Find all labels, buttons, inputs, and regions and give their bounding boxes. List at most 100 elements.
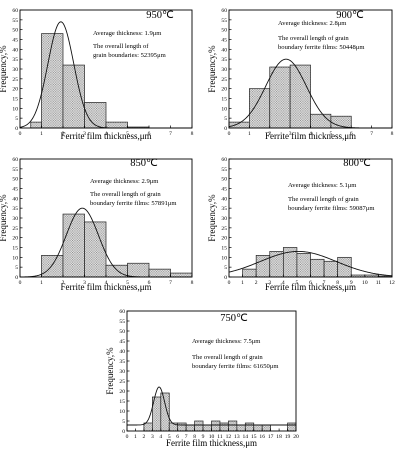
- x-axis-label: Ferrite film thickness,μm: [166, 438, 257, 448]
- temperature-label: 950℃: [146, 10, 174, 21]
- y-tick-label: 40: [12, 196, 18, 202]
- x-tick-label: 7: [370, 131, 373, 137]
- y-tick-label: 55: [12, 167, 18, 173]
- x-tick-label: 5: [329, 131, 332, 137]
- x-tick-label: 13: [234, 434, 240, 440]
- y-tick-label: 55: [221, 18, 227, 24]
- x-tick-label: 17: [268, 434, 274, 440]
- overall-length-label: grain boundaries: 52395μm: [93, 52, 167, 59]
- y-tick-label: 0: [122, 429, 125, 435]
- x-tick-label: 1: [40, 280, 43, 286]
- y-tick-label: 60: [12, 8, 18, 14]
- x-tick-label: 2: [62, 131, 65, 137]
- histogram-bar: [211, 420, 221, 432]
- x-tick-label: 4: [159, 434, 162, 440]
- x-tick-label: 11: [217, 434, 223, 440]
- overall-length-label: boundary ferrite films: 57891μm: [90, 200, 177, 207]
- x-tick-label: 3: [268, 280, 271, 286]
- temperature-label: 800℃: [343, 158, 371, 169]
- x-tick-label: 4: [105, 131, 108, 137]
- x-tick-label: 0: [19, 280, 22, 286]
- histogram-bar: [62, 213, 85, 278]
- x-tick-label: 6: [148, 280, 151, 286]
- overall-length-label: boundary ferrite films: 61650μm: [192, 363, 279, 370]
- y-axis-label: Frequency,%: [0, 45, 8, 93]
- x-tick-label: 2: [62, 280, 65, 286]
- x-tick-label: 9: [350, 280, 353, 286]
- x-tick-label: 1: [40, 131, 43, 137]
- x-tick-label: 14: [243, 434, 249, 440]
- x-tick-label: 1: [134, 434, 137, 440]
- histogram-bar: [105, 264, 128, 278]
- histogram-bar: [261, 424, 272, 432]
- y-tick-label: 50: [221, 28, 227, 34]
- histogram-bar: [236, 424, 246, 432]
- y-tick-label: 0: [224, 126, 227, 132]
- x-tick-label: 5: [296, 280, 299, 286]
- x-tick-label: 7: [169, 131, 172, 137]
- y-tick-label: 35: [119, 359, 125, 365]
- y-tick-label: 55: [119, 319, 125, 325]
- overall-length-label: The overall length of grain: [90, 191, 161, 198]
- overall-length-label: boundary ferrite films: 50448μm: [278, 44, 365, 51]
- average-thickness-label: Average thickness: 1.9μm: [93, 30, 162, 37]
- x-tick-label: 8: [336, 280, 339, 286]
- x-tick-label: 12: [389, 280, 395, 286]
- y-tick-label: 25: [119, 379, 125, 385]
- x-tick-label: 6: [309, 280, 312, 286]
- histogram-bar: [310, 258, 325, 278]
- y-tick-label: 20: [221, 236, 227, 242]
- y-tick-label: 25: [221, 226, 227, 232]
- temperature-label: 900℃: [336, 10, 364, 21]
- x-tick-label: 4: [105, 280, 108, 286]
- x-tick-label: 6: [350, 131, 353, 137]
- y-tick-label: 20: [221, 87, 227, 93]
- histogram-bar: [41, 255, 64, 278]
- y-tick-label: 30: [221, 216, 227, 222]
- x-tick-label: 8: [391, 131, 394, 137]
- x-tick-label: 4: [309, 131, 312, 137]
- x-tick-label: 12: [226, 434, 232, 440]
- x-tick-label: 11: [376, 280, 382, 286]
- histogram-bar: [160, 392, 170, 432]
- y-tick-label: 40: [221, 47, 227, 53]
- x-tick-label: 10: [209, 434, 215, 440]
- overall-length-label: The overall length of: [93, 43, 149, 50]
- histogram-bar: [105, 121, 128, 129]
- y-tick-label: 55: [12, 18, 18, 24]
- y-tick-label: 5: [224, 116, 227, 122]
- histogram-bar: [170, 272, 193, 278]
- y-tick-label: 40: [12, 47, 18, 53]
- y-tick-label: 50: [12, 177, 18, 183]
- y-tick-label: 10: [119, 409, 125, 415]
- y-tick-label: 10: [12, 255, 18, 261]
- x-tick-label: 0: [228, 131, 231, 137]
- histogram-bar: [84, 221, 107, 278]
- normal-fit-curve: [127, 386, 296, 426]
- histogram-bar: [30, 121, 42, 129]
- y-tick-label: 25: [12, 77, 18, 83]
- x-axis-label: Ferrite film thickness,μm: [60, 131, 151, 141]
- x-tick-label: 7: [323, 280, 326, 286]
- x-tick-label: 3: [83, 131, 86, 137]
- y-tick-label: 45: [119, 339, 125, 345]
- y-tick-label: 15: [12, 97, 18, 103]
- histogram-bar: [185, 424, 195, 432]
- y-tick-label: 20: [12, 87, 18, 93]
- x-tick-label: 2: [143, 434, 146, 440]
- overall-length-label: boundary ferrite films: 59087μm: [288, 205, 375, 212]
- x-tick-label: 3: [151, 434, 154, 440]
- x-tick-label: 18: [276, 434, 282, 440]
- y-tick-label: 35: [221, 206, 227, 212]
- histogram-bar: [269, 66, 291, 129]
- y-tick-label: 60: [119, 309, 125, 315]
- average-thickness-label: Average thickness: 2.9μm: [90, 178, 159, 185]
- x-tick-label: 0: [19, 131, 22, 137]
- y-tick-label: 35: [12, 206, 18, 212]
- x-tick-label: 7: [169, 280, 172, 286]
- x-tick-label: 8: [191, 280, 194, 286]
- y-tick-label: 35: [12, 57, 18, 63]
- y-tick-label: 15: [221, 246, 227, 252]
